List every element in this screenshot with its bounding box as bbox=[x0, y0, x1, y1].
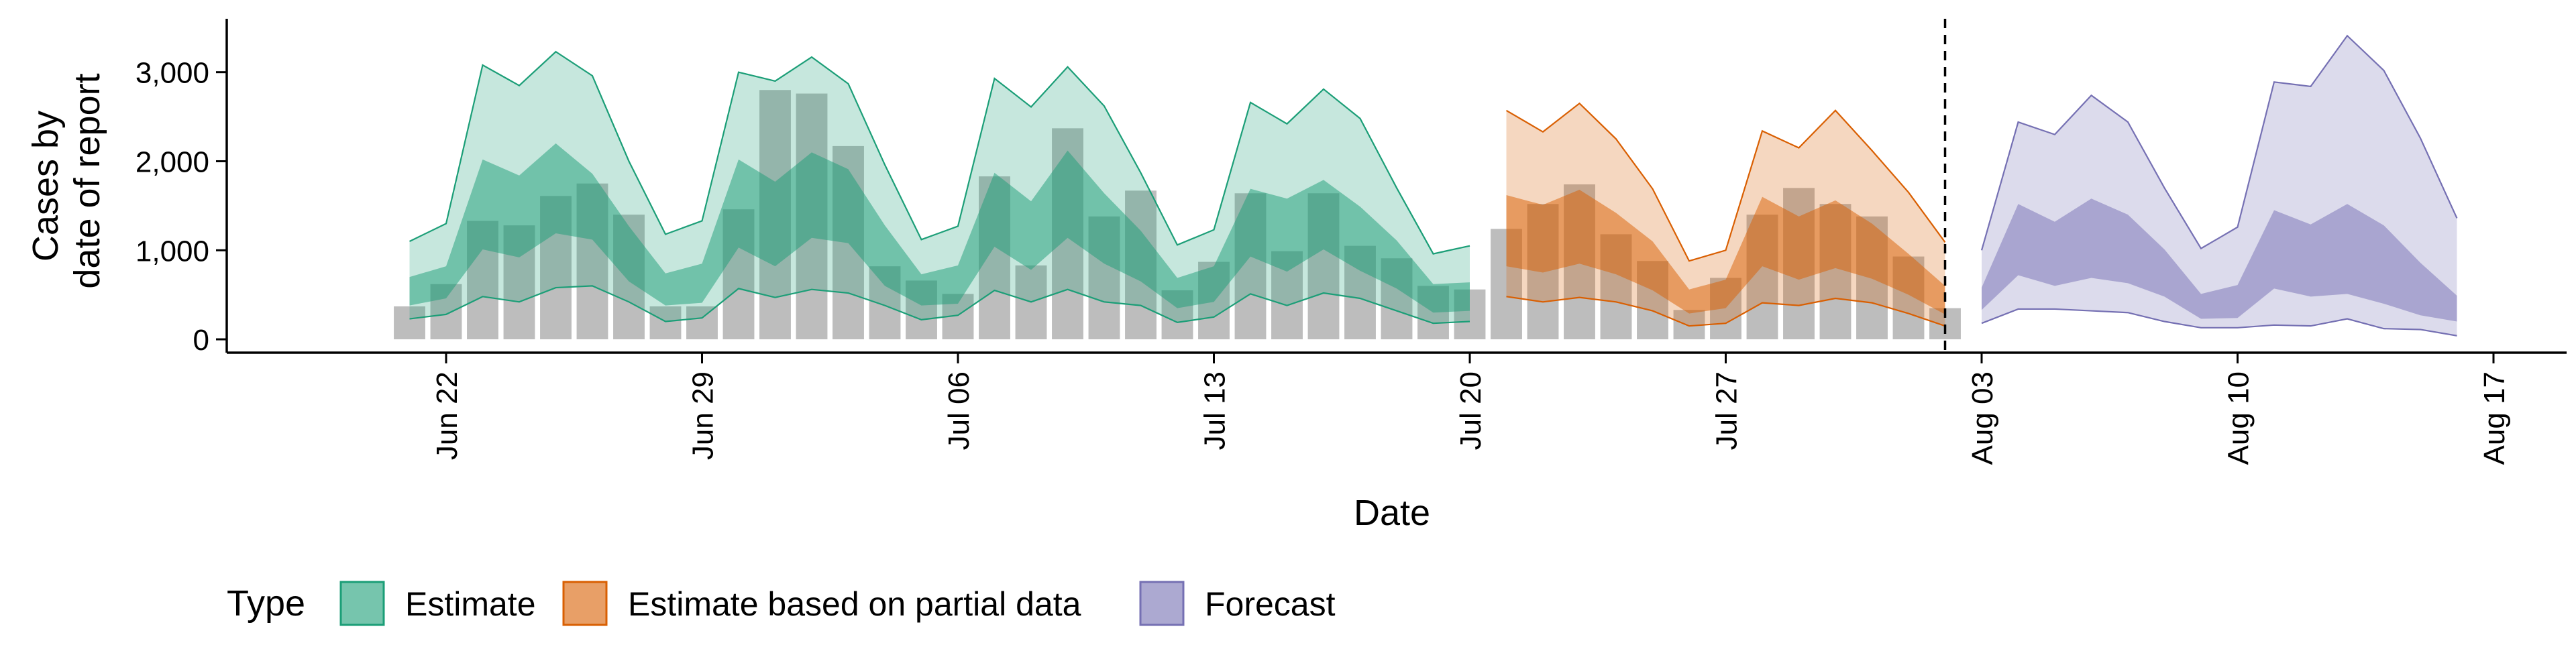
legend-key-estimate-based-on-partial-data bbox=[562, 581, 608, 626]
legend-title: Type bbox=[227, 583, 305, 624]
x-tick-label: Jul 13 bbox=[1199, 371, 1232, 450]
x-tick-label: Jun 29 bbox=[687, 371, 720, 460]
y-axis-title-line-2: date of report bbox=[67, 73, 107, 288]
estimate-inner-band bbox=[409, 143, 1470, 313]
legend-key-forecast bbox=[1139, 581, 1185, 626]
bar bbox=[649, 306, 682, 340]
bar bbox=[686, 306, 718, 340]
x-tick-label: Jun 22 bbox=[431, 371, 464, 460]
x-tick-label: Jul 20 bbox=[1454, 371, 1487, 450]
legend-label-estimate-based-on-partial-data: Estimate based on partial data bbox=[628, 585, 1081, 623]
x-tick-label: Jul 27 bbox=[1711, 371, 1743, 450]
legend-label-estimate: Estimate bbox=[405, 585, 536, 623]
x-tick-label: Aug 17 bbox=[2478, 371, 2511, 465]
x-tick-label: Aug 03 bbox=[1966, 371, 1999, 465]
y-tick-label: 1,000 bbox=[136, 235, 209, 268]
forecast-upper-line bbox=[1980, 34, 2458, 251]
estimate-lower-line bbox=[409, 285, 1470, 325]
forecast-inner-band bbox=[1982, 198, 2457, 322]
estimate-outer-band bbox=[409, 52, 1470, 324]
estimate-upper-line bbox=[409, 50, 1470, 255]
bar bbox=[394, 306, 425, 340]
axes-layer: 0 1,000 2,000 3,000 Jun 22 Jun 29 Jul 06 Jul 13… bbox=[136, 19, 2567, 465]
ribbons-layer bbox=[409, 34, 2458, 337]
y-axis-title: Cases by date of report bbox=[25, 73, 107, 288]
x-tick-label: Aug 10 bbox=[2222, 371, 2255, 465]
legend: Type Estimate Estimate based on partial da… bbox=[227, 581, 1336, 626]
estimate-based-on-partial-data-upper-line bbox=[1505, 102, 1946, 262]
x-axis-title: Date bbox=[1354, 493, 1430, 533]
y-tick-label: 0 bbox=[193, 324, 209, 357]
estimate-based-on-partial-data-inner-band bbox=[1506, 189, 1945, 314]
legend-key-estimate bbox=[339, 581, 385, 626]
forecast-lower-line bbox=[1981, 308, 2457, 337]
legend-label-forecast: Forecast bbox=[1205, 585, 1336, 623]
x-tick-label: Jul 06 bbox=[943, 371, 975, 450]
y-tick-label: 2,000 bbox=[136, 145, 209, 178]
y-tick-label: 3,000 bbox=[136, 57, 209, 90]
estimate-based-on-partial-data-lower-line bbox=[1506, 296, 1945, 327]
y-axis-title-line-1: Cases by bbox=[25, 111, 66, 261]
